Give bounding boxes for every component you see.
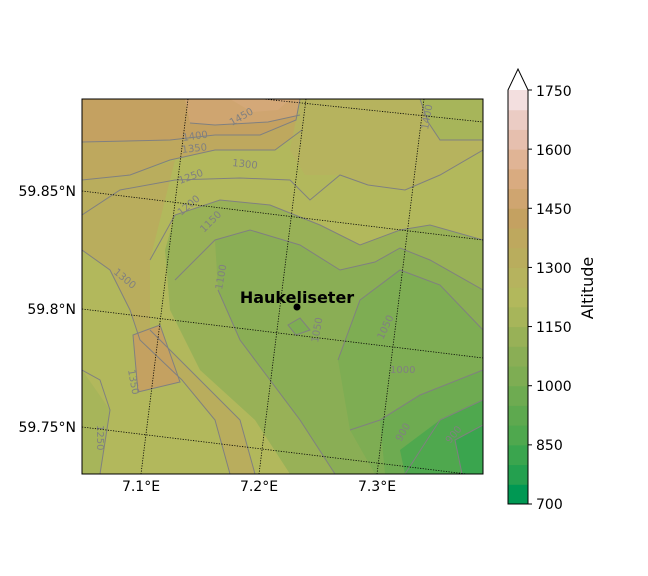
contour-label: 1250 [94, 425, 105, 450]
longitude-label: 7.2°E [240, 479, 278, 495]
colorbar-band [508, 444, 528, 466]
colorbar-tick-label: 850 [536, 438, 563, 454]
colorbar-tick-label: 1150 [536, 320, 572, 336]
longitude-label: 7.3°E [358, 479, 396, 495]
colorbar-ticks [528, 89, 532, 505]
colorbar: 1750 1600 1450 1300 1150 1000 850 700 Al… [507, 67, 597, 513]
colorbar-tick-label: 700 [536, 497, 563, 513]
contour-lines [82, 99, 483, 474]
colorbar-band [508, 247, 528, 268]
longitude-line [258, 99, 307, 474]
colorbar-band [508, 188, 528, 209]
colorbar-band [508, 228, 528, 249]
altitude-fill [82, 99, 483, 474]
contour-label: 1050 [310, 317, 325, 344]
colorbar-band [508, 385, 528, 406]
contour-label: 1400 [182, 130, 209, 144]
contour-label: 1300 [232, 158, 258, 172]
longitude-line [376, 99, 425, 474]
colorbar-band [508, 208, 528, 229]
colorbar-band [508, 168, 528, 190]
map-panel: 1400 1450 1350 1300 1250 1200 1150 1100 … [18, 98, 484, 495]
latitude-line [259, 99, 483, 123]
colorbar-extend-arrow [508, 69, 528, 90]
contour-label: 1400 [420, 104, 435, 131]
station-marker [293, 303, 301, 311]
colorbar-bands [508, 69, 528, 505]
colorbar-band [508, 90, 528, 111]
contour-label: 1100 [214, 264, 229, 291]
contour-label: 1350 [181, 142, 207, 156]
graticule [82, 99, 483, 474]
latitude-labels: 59.85°N 59.8°N 59.75°N [18, 184, 76, 436]
longitude-line [140, 99, 189, 474]
colorbar-band [508, 267, 528, 288]
contour-label: 1000 [390, 365, 415, 376]
contour-label: 1350 [125, 369, 140, 396]
station-label: Haukeliseter [240, 288, 354, 307]
colorbar-band [508, 484, 528, 505]
colorbar-band [508, 129, 528, 150]
map-frame [81, 98, 484, 475]
colorbar-tick-label: 1600 [536, 143, 572, 159]
colorbar-band [508, 366, 528, 387]
colorbar-band [508, 346, 528, 367]
colorbar-band [508, 287, 528, 308]
colorbar-band [508, 464, 528, 485]
colorbar-tick-label: 1450 [536, 202, 572, 218]
latitude-label: 59.8°N [27, 302, 76, 318]
colorbar-tick-label: 1000 [536, 379, 572, 395]
colorbar-title: Altitude [578, 257, 597, 320]
latitude-label: 59.85°N [18, 184, 76, 200]
colorbar-tick-label: 1750 [536, 84, 572, 100]
colorbar-band [508, 326, 528, 347]
colorbar-band [508, 306, 528, 328]
colorbar-band [508, 425, 528, 446]
colorbar-tick-label: 1300 [536, 261, 572, 277]
colorbar-band [508, 149, 528, 170]
longitude-labels: 7.1°E 7.2°E 7.3°E [122, 479, 396, 495]
colorbar-band [508, 109, 528, 130]
colorbar-tick-labels: 1750 1600 1450 1300 1150 1000 850 700 [536, 84, 572, 513]
latitude-label: 59.75°N [18, 420, 76, 436]
longitude-label: 7.1°E [122, 479, 160, 495]
colorbar-outline [507, 67, 529, 505]
colorbar-band [508, 405, 528, 426]
